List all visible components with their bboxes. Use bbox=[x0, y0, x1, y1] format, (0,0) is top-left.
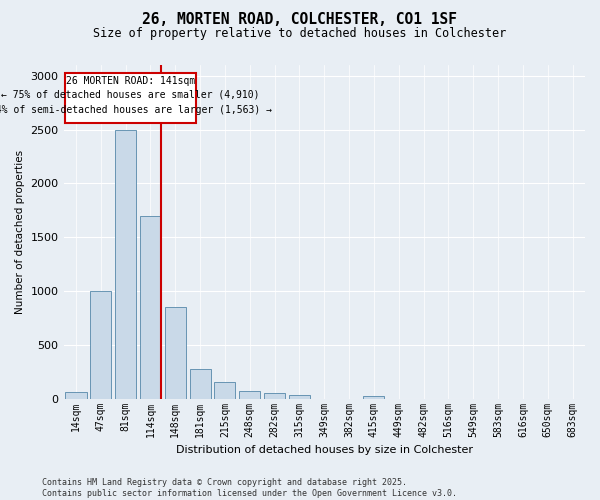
Text: Size of property relative to detached houses in Colchester: Size of property relative to detached ho… bbox=[94, 28, 506, 40]
Bar bbox=[190, 368, 211, 398]
Text: 26 MORTEN ROAD: 141sqm: 26 MORTEN ROAD: 141sqm bbox=[66, 76, 195, 86]
Bar bbox=[90, 291, 112, 399]
Bar bbox=[65, 392, 86, 398]
FancyBboxPatch shape bbox=[65, 72, 196, 123]
Bar bbox=[264, 392, 285, 398]
Text: Contains HM Land Registry data © Crown copyright and database right 2025.
Contai: Contains HM Land Registry data © Crown c… bbox=[42, 478, 457, 498]
Bar bbox=[364, 396, 385, 398]
Text: 26, MORTEN ROAD, COLCHESTER, CO1 1SF: 26, MORTEN ROAD, COLCHESTER, CO1 1SF bbox=[143, 12, 458, 28]
Bar bbox=[289, 395, 310, 398]
Bar bbox=[115, 130, 136, 398]
Bar bbox=[239, 390, 260, 398]
Text: ← 75% of detached houses are smaller (4,910): ← 75% of detached houses are smaller (4,… bbox=[1, 90, 260, 100]
X-axis label: Distribution of detached houses by size in Colchester: Distribution of detached houses by size … bbox=[176, 445, 473, 455]
Bar bbox=[165, 307, 186, 398]
Text: 24% of semi-detached houses are larger (1,563) →: 24% of semi-detached houses are larger (… bbox=[0, 105, 272, 115]
Bar bbox=[140, 216, 161, 398]
Y-axis label: Number of detached properties: Number of detached properties bbox=[15, 150, 25, 314]
Bar bbox=[214, 382, 235, 398]
